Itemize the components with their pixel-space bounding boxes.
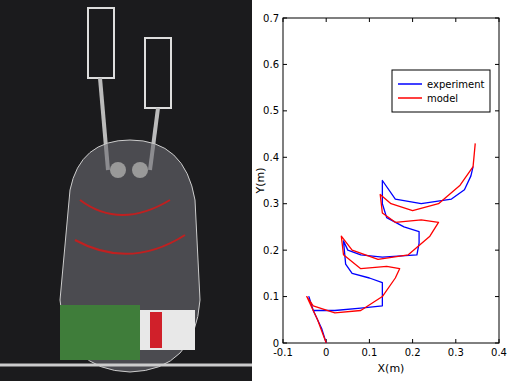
- x-axis-label: X(m): [378, 362, 405, 375]
- y-tick-label: 0.6: [263, 59, 279, 70]
- y-tick: [495, 250, 499, 251]
- legend-label: experiment: [427, 79, 485, 90]
- battery-tape: [150, 312, 162, 348]
- y-tick: [283, 343, 287, 344]
- x-tick-label: 0.2: [405, 347, 421, 358]
- x-tick: [499, 339, 500, 343]
- y-tick: [283, 296, 287, 297]
- wires: [75, 200, 185, 254]
- series-line: [309, 167, 473, 343]
- y-tick: [495, 18, 499, 19]
- y-tick: [495, 343, 499, 344]
- legend-label: model: [427, 93, 458, 104]
- y-tick: [283, 110, 287, 111]
- y-tick: [495, 203, 499, 204]
- y-tick-label: 0.2: [263, 245, 279, 256]
- x-tick: [455, 339, 456, 343]
- y-tick-label: 0: [273, 338, 279, 349]
- plot-area: [307, 143, 475, 343]
- x-tick: [499, 18, 500, 22]
- x-tick-label: 0.3: [448, 347, 464, 358]
- robot-photo: [0, 0, 252, 381]
- x-tick: [412, 339, 413, 343]
- robot-eye: [110, 162, 126, 178]
- plot-frame: [283, 18, 499, 343]
- y-tick-label: 0.7: [263, 13, 279, 24]
- photo-background: [0, 0, 252, 381]
- x-tick-label: 0: [323, 347, 329, 358]
- robot-arm: [145, 38, 171, 108]
- battery: [140, 310, 195, 350]
- page: -0.100.10.20.30.400.10.20.30.40.50.60.7X…: [0, 0, 508, 381]
- y-tick: [283, 64, 287, 65]
- y-axis-label: Y(m): [254, 167, 267, 194]
- legend-swatch: [398, 83, 422, 85]
- legend-swatch: [398, 97, 422, 99]
- x-tick: [326, 18, 327, 22]
- y-tick: [283, 18, 287, 19]
- x-tick-label: 0.4: [491, 347, 507, 358]
- x-tick-label: -0.1: [273, 347, 293, 358]
- y-tick: [495, 64, 499, 65]
- robot-arm: [88, 8, 114, 78]
- y-tick-label: 0.3: [263, 198, 279, 209]
- robot-body: [60, 140, 200, 372]
- x-tick: [369, 339, 370, 343]
- figure: -0.100.10.20.30.400.10.20.30.40.50.60.7X…: [0, 0, 508, 381]
- legend: experiment model: [392, 70, 490, 112]
- rail: [0, 364, 252, 367]
- y-tick: [495, 296, 499, 297]
- y-tick: [283, 250, 287, 251]
- x-tick: [412, 18, 413, 22]
- circuit-board: [60, 305, 140, 360]
- y-tick: [283, 203, 287, 204]
- y-tick-label: 0.4: [263, 152, 279, 163]
- series-line: [307, 143, 475, 343]
- y-tick-label: 0.1: [263, 291, 279, 302]
- x-tick: [455, 18, 456, 22]
- x-tick: [369, 18, 370, 22]
- y-tick: [495, 157, 499, 158]
- x-tick-label: 0.1: [361, 347, 377, 358]
- y-tick: [283, 157, 287, 158]
- robot-eye: [132, 162, 148, 178]
- x-tick: [283, 18, 284, 22]
- x-tick: [283, 339, 284, 343]
- y-tick-label: 0.5: [263, 105, 279, 116]
- legend-box: [392, 70, 490, 112]
- y-tick: [495, 110, 499, 111]
